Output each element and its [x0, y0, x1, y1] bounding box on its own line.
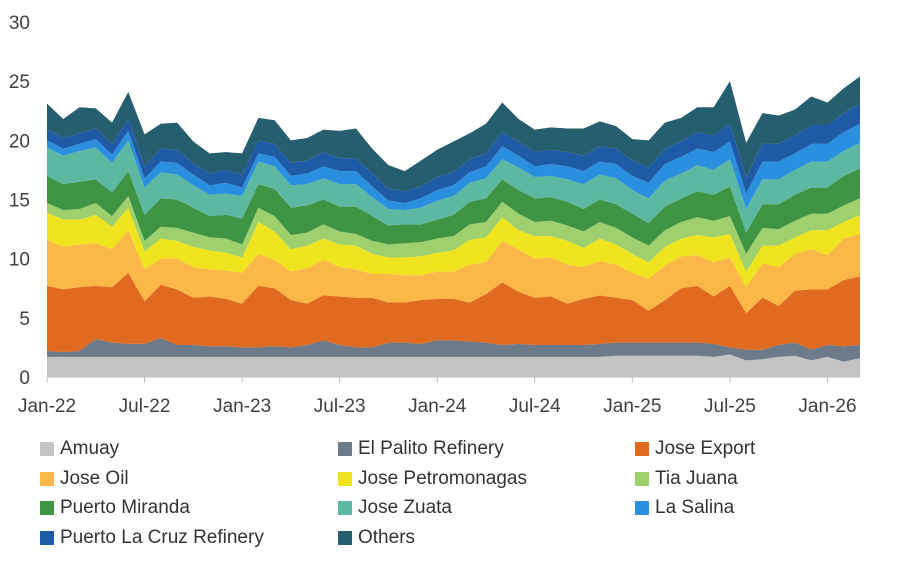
legend-swatch	[338, 442, 352, 456]
y-tick-label: 5	[19, 309, 30, 330]
legend-swatch	[40, 471, 54, 486]
legend-item: La Salina	[635, 495, 734, 521]
legend-swatch	[635, 471, 649, 486]
y-tick-label: 10	[9, 250, 30, 271]
x-tick-label: Jan-23	[213, 396, 271, 417]
area-el-palito-refinery	[47, 337, 860, 362]
legend-swatch	[635, 501, 649, 515]
x-tick-label: Jan-22	[18, 396, 76, 417]
legend-item: Puerto La Cruz Refinery	[40, 525, 264, 551]
legend-item: Amuay	[40, 436, 119, 462]
legend-item: Jose Oil	[40, 466, 129, 492]
legend-label: El Palito Refinery	[358, 438, 504, 459]
legend-swatch	[338, 471, 352, 486]
x-tick-label: Jul-23	[314, 396, 366, 417]
legend-label: Jose Petromonagas	[358, 467, 527, 489]
legend-label: Jose Export	[655, 438, 756, 459]
legend-item: Jose Petromonagas	[338, 466, 527, 492]
area-others	[47, 76, 860, 192]
area-jose-petromonagas	[47, 207, 860, 288]
area-jose-oil	[47, 230, 860, 314]
y-tick-label: 20	[9, 131, 30, 152]
legend-item: Puerto Miranda	[40, 495, 190, 521]
legend-label: Tia Juana	[655, 467, 738, 489]
y-tick-label: 0	[19, 368, 30, 389]
legend-item: Jose Export	[635, 436, 755, 462]
x-tick-label: Jan-26	[798, 396, 856, 417]
area-layer	[47, 76, 860, 377]
legend-label: Amuay	[60, 438, 120, 459]
legend-swatch	[40, 530, 54, 545]
legend-label: Puerto La Cruz Refinery	[60, 526, 264, 548]
y-tick-label: 25	[9, 72, 30, 93]
y-tick-label: 30	[9, 13, 30, 34]
x-tick-label: Jul-24	[509, 396, 561, 417]
legend-label: La Salina	[655, 497, 735, 518]
y-tick-label: 15	[9, 191, 30, 212]
y-axis: 0 5 10 15 20 25 30	[9, 13, 30, 389]
area-jose-export	[47, 272, 860, 353]
legend-label: Jose Zuata	[358, 497, 452, 518]
x-tick-label: Jan-24	[408, 396, 467, 417]
area-puerto-miranda	[47, 168, 860, 254]
legend-swatch	[40, 501, 54, 515]
area-jose-zuata	[47, 140, 860, 233]
legend-label: Others	[358, 526, 416, 548]
legend-swatch	[338, 530, 352, 545]
x-axis: Jan-22 Jul-22 Jan-23 Jul-23 Jan-24 Jul-24 Jan-…	[18, 377, 857, 417]
x-tick-label: Jan-25	[603, 396, 661, 417]
legend-item: Tia Juana	[635, 466, 738, 492]
x-tick-label: Jul-22	[119, 396, 171, 417]
x-tick-label: Jul-25	[704, 396, 756, 417]
area-puerto-la-cruz-refinery	[47, 103, 860, 204]
legend-item: Others	[338, 525, 415, 551]
area-tia-juana	[47, 195, 860, 272]
legend-item: Jose Zuata	[338, 495, 452, 521]
legend-label: Jose Oil	[60, 467, 129, 489]
area-amuay	[47, 354, 860, 377]
legend-label: Puerto Miranda	[60, 497, 190, 518]
legend-swatch	[338, 501, 352, 515]
legend-swatch	[635, 442, 649, 456]
area-la-salina	[47, 123, 860, 211]
legend-swatch	[40, 442, 54, 456]
legend-item: El Palito Refinery	[338, 436, 504, 462]
